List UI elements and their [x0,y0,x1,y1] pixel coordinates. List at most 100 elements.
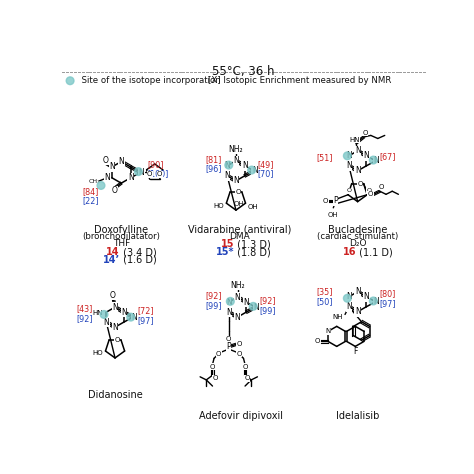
Text: [81]: [81] [206,155,222,164]
Text: N: N [118,157,124,166]
Text: N: N [131,313,137,322]
Text: HN: HN [93,310,103,316]
Text: HN: HN [349,137,360,143]
Text: D₂O: D₂O [349,239,366,248]
Text: O: O [368,191,373,197]
Text: N: N [254,302,259,311]
Text: [90]: [90] [148,160,164,169]
Text: N: N [224,161,230,170]
Text: Site of the isotope incorporation: Site of the isotope incorporation [76,76,221,85]
Text: O: O [357,181,363,187]
Text: O: O [110,291,116,300]
Text: [99]: [99] [206,301,222,310]
Circle shape [369,297,377,305]
Text: NH: NH [332,314,343,320]
Text: [96]: [96] [206,164,222,173]
Text: 16: 16 [343,247,356,257]
Text: Doxofylline: Doxofylline [94,225,148,235]
Text: [51]: [51] [316,153,333,162]
Text: P: P [333,196,338,205]
Text: (3.4 D): (3.4 D) [120,247,156,257]
Circle shape [225,161,233,169]
Text: O: O [210,364,215,370]
Text: (1.3 D): (1.3 D) [235,239,271,249]
Text: N: N [355,146,361,155]
Circle shape [369,156,377,164]
Text: [72]: [72] [137,307,154,316]
Text: [50]: [50] [316,297,333,306]
Text: N: N [325,328,330,334]
Text: (bronchodilatator): (bronchodilatator) [82,232,160,241]
Text: O: O [216,351,221,357]
Text: N: N [243,298,249,307]
Text: O: O [236,351,242,357]
Text: O: O [323,198,328,204]
Text: O: O [245,375,250,382]
Text: [84]: [84] [82,187,99,196]
Text: 15*: 15* [216,247,235,257]
Text: [97]: [97] [137,316,154,325]
Circle shape [135,168,142,175]
Text: [43]: [43] [77,305,93,314]
Text: N: N [355,307,361,316]
Text: O: O [147,172,152,177]
Text: O: O [212,375,218,382]
Text: HO: HO [213,202,224,209]
Text: [49]: [49] [258,160,274,169]
Text: N: N [252,166,258,175]
Text: O: O [363,130,368,136]
Text: [80]: [80] [380,290,396,299]
Text: N: N [226,298,232,307]
Text: O: O [314,338,320,345]
Text: Bucladesine: Bucladesine [328,225,387,235]
Text: O: O [366,188,371,193]
Text: DMA: DMA [229,232,250,241]
Text: O: O [236,189,241,195]
Text: CH₃: CH₃ [89,179,100,184]
Text: [92]: [92] [77,314,93,323]
Text: O: O [157,172,163,177]
Text: 15: 15 [221,239,235,249]
Text: 14’: 14’ [102,255,120,265]
Text: [92]: [92] [259,296,276,305]
Text: N: N [355,166,361,175]
Text: N: N [374,297,379,306]
Text: Vidarabine (antiviral): Vidarabine (antiviral) [188,225,292,235]
Text: Idelalisib: Idelalisib [336,411,379,421]
Circle shape [227,298,234,305]
Text: N: N [121,308,127,317]
Circle shape [127,313,135,321]
Text: O: O [226,336,231,342]
Text: [99]: [99] [259,306,276,315]
Circle shape [249,302,257,310]
Text: O: O [103,155,109,164]
Text: N: N [104,173,110,182]
Text: HO: HO [92,350,103,356]
Text: Adefovir dipivoxil: Adefovir dipivoxil [200,411,283,421]
Text: N: N [112,302,118,311]
Text: N: N [364,292,369,301]
Text: N: N [103,318,109,327]
Text: [67]: [67] [380,153,396,162]
Text: N: N [109,163,115,172]
Text: [100]: [100] [148,169,169,178]
Text: N: N [374,156,379,165]
Text: N: N [233,156,239,165]
Text: THF: THF [113,239,130,248]
Text: [92]: [92] [206,292,222,301]
Text: OH: OH [234,201,244,207]
Text: N: N [346,302,352,311]
Text: N: N [364,151,369,160]
Text: P: P [227,342,231,351]
Text: NH₂: NH₂ [228,145,243,154]
Text: N: N [235,292,240,301]
Text: 14: 14 [106,247,120,257]
Text: N: N [226,308,232,317]
Text: N: N [128,173,134,182]
Text: [70]: [70] [258,169,274,178]
Text: (cardiac stimulant): (cardiac stimulant) [317,232,398,241]
Text: N: N [138,168,145,177]
Text: N: N [346,151,352,160]
Circle shape [344,152,351,160]
Text: N: N [346,292,352,301]
